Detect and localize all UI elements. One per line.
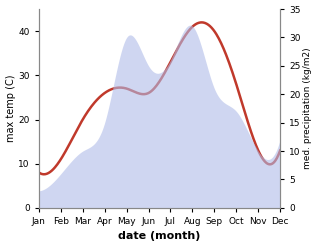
X-axis label: date (month): date (month) (118, 231, 201, 242)
Y-axis label: med. precipitation (kg/m2): med. precipitation (kg/m2) (303, 48, 313, 169)
Y-axis label: max temp (C): max temp (C) (5, 75, 16, 142)
